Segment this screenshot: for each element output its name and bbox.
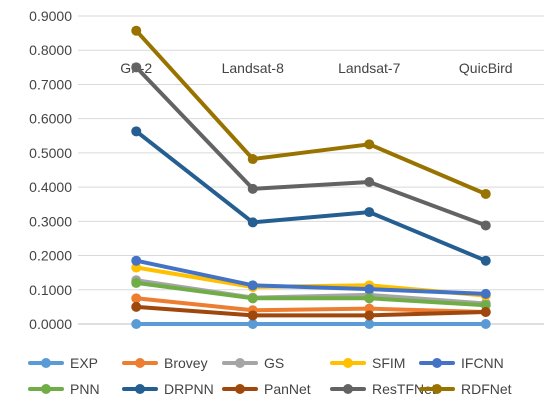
legend-label: SFIM — [372, 355, 405, 371]
legend-swatch-marker — [235, 358, 245, 368]
data-point — [480, 188, 491, 199]
legend-label: DRPNN — [164, 381, 214, 397]
data-point — [247, 310, 258, 321]
series-restfnet — [131, 62, 491, 231]
legend-label: ResTFNet — [372, 381, 436, 397]
x-tick-label: QuicBird — [459, 60, 513, 76]
legend-item: SFIM — [330, 355, 405, 371]
series-line — [134, 258, 488, 296]
data-point — [480, 255, 491, 266]
legend-swatch-marker — [343, 384, 353, 394]
series-rdfnet — [131, 25, 491, 199]
y-tick-label: 0.9000 — [29, 8, 72, 24]
y-tick-label: 0.2000 — [29, 248, 72, 264]
series-exp — [131, 319, 491, 329]
legend-item: PNN — [28, 381, 100, 397]
data-point — [131, 301, 142, 312]
series-line — [134, 280, 488, 308]
legend-swatch-marker — [343, 358, 353, 368]
legend-swatch-marker — [432, 358, 442, 368]
data-point — [364, 310, 375, 321]
data-point — [364, 207, 375, 218]
legend: EXP Brovey GS SFIM IFCNN PNN DRPNN PanNet ResTFN… — [28, 355, 512, 397]
data-point — [480, 319, 491, 329]
data-point — [247, 183, 258, 194]
legend-label: IFCNN — [461, 355, 504, 371]
series-drpnn — [131, 126, 491, 266]
data-point — [131, 262, 142, 273]
data-point — [364, 176, 375, 187]
y-tick-label: 0.8000 — [29, 42, 72, 58]
y-tick-label: 0.6000 — [29, 111, 72, 127]
y-tick-label: 0.1000 — [29, 282, 72, 298]
data-point — [480, 288, 491, 299]
data-point — [364, 139, 375, 150]
y-tick-label: 0.5000 — [29, 145, 72, 161]
data-point — [247, 319, 258, 329]
data-point — [131, 293, 142, 304]
legend-item: IFCNN — [419, 355, 504, 371]
legend-label: Brovey — [164, 355, 208, 371]
series-line — [134, 28, 488, 196]
data-point — [480, 300, 491, 311]
data-point — [364, 284, 375, 295]
data-point — [131, 25, 142, 36]
legend-item: GS — [222, 355, 284, 371]
data-point — [364, 319, 375, 329]
y-tick-label: 0.4000 — [29, 179, 72, 195]
legend-swatch-marker — [235, 384, 245, 394]
legend-item: ResTFNet — [330, 381, 436, 397]
legend-item: RDFNet — [419, 381, 512, 397]
legend-item: DRPNN — [122, 381, 214, 397]
data-point — [247, 217, 258, 228]
y-tick-label: 0.3000 — [29, 213, 72, 229]
legend-swatch-marker — [135, 358, 145, 368]
series-line — [134, 304, 488, 318]
legend-item: Brovey — [122, 355, 208, 371]
data-point — [131, 126, 142, 137]
y-tick-label: 0.0000 — [29, 316, 72, 332]
data-point — [480, 220, 491, 231]
series-line — [134, 65, 488, 228]
data-point — [247, 154, 258, 165]
legend-swatch-marker — [135, 384, 145, 394]
series-pnn — [131, 277, 491, 311]
y-tick-label: 0.7000 — [29, 76, 72, 92]
data-point — [364, 303, 375, 314]
legend-label: RDFNet — [461, 381, 512, 397]
legend-swatch-marker — [41, 358, 51, 368]
legend-item: PanNet — [222, 381, 311, 397]
series-line — [134, 129, 488, 263]
legend-label: EXP — [70, 355, 98, 371]
data-point — [131, 255, 142, 266]
series-lines — [131, 25, 491, 329]
data-point — [131, 62, 142, 73]
y-axis-tick-labels: 0.0000 0.1000 0.2000 0.3000 0.4000 0.5000 0.60… — [29, 8, 72, 332]
x-tick-label: Landsat-8 — [222, 60, 284, 76]
legend-swatch-marker — [41, 384, 51, 394]
data-point — [131, 319, 142, 329]
series-pannet — [131, 301, 491, 321]
legend-label: PanNet — [264, 381, 311, 397]
legend-label: PNN — [70, 381, 100, 397]
data-point — [480, 307, 491, 318]
series-line — [134, 296, 488, 314]
legend-label: GS — [264, 355, 284, 371]
legend-item: EXP — [28, 355, 98, 371]
data-point — [247, 293, 258, 304]
data-point — [131, 277, 142, 288]
data-point — [364, 293, 375, 304]
series-ifcnn — [131, 255, 491, 299]
x-tick-label: Landsat-7 — [338, 60, 400, 76]
data-point — [247, 280, 258, 291]
legend-swatch-marker — [432, 384, 442, 394]
